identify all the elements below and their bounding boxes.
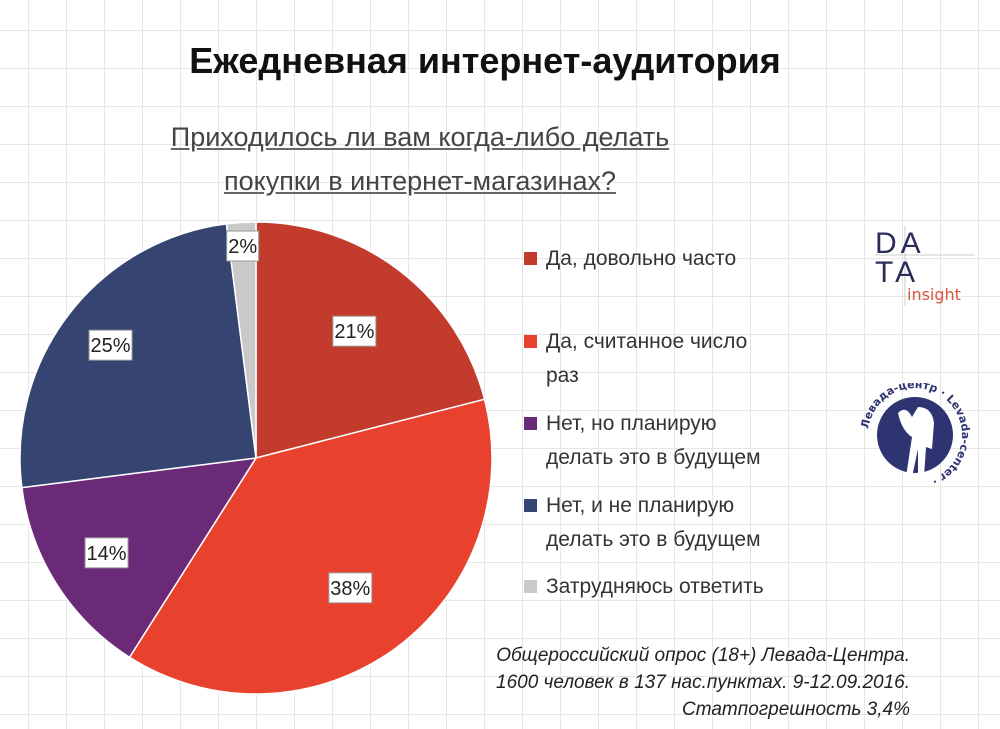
pie-slice-3 bbox=[21, 457, 258, 659]
svg-text:TA: TA bbox=[875, 256, 919, 289]
legend-swatch bbox=[524, 499, 537, 512]
subtitle-line-2: покупки в интернет-магазинах? bbox=[223, 166, 617, 196]
data-label-4: 25% bbox=[88, 329, 133, 361]
legend-label: Да, довольно часто bbox=[546, 247, 737, 270]
svg-text:38%: 38% bbox=[330, 578, 370, 600]
legend-label: делать это в будущем bbox=[546, 528, 761, 551]
data-label-1: 21% bbox=[332, 315, 377, 347]
chart-subtitle: Приходилось ли вам когда-либо делать пок… bbox=[120, 115, 720, 203]
svg-text:25%: 25% bbox=[91, 335, 131, 357]
svg-text:21%: 21% bbox=[334, 321, 374, 343]
legend-label: Нет, и не планирую bbox=[546, 494, 735, 517]
data-label-3: 14% bbox=[84, 537, 129, 569]
data-label-5: 2% bbox=[226, 230, 260, 262]
source-note: Общероссийский опрос (18+) Левада-Центра… bbox=[496, 642, 910, 723]
legend-label: Нет, но планирую bbox=[546, 412, 717, 435]
svg-text:2%: 2% bbox=[228, 236, 257, 258]
pie-slice-5 bbox=[225, 221, 257, 459]
data-label-2: 38% bbox=[328, 572, 373, 604]
subtitle-line-1: Приходилось ли вам когда-либо делать bbox=[170, 122, 670, 152]
pie-slice-4 bbox=[19, 223, 257, 489]
legend-swatch bbox=[524, 252, 537, 265]
legend-item-3: Нет, но планирую делать это в будущем bbox=[522, 407, 836, 475]
legend-item-4: Нет, и не планирую делать это в будущем bbox=[522, 489, 836, 557]
data-insight-logo: DA TA insight bbox=[875, 226, 975, 306]
legend-label: Да, считанное число bbox=[546, 330, 748, 353]
levada-center-logo: Левада-центр · Levada-center · bbox=[858, 383, 972, 488]
legend-item-1: Да, довольно часто bbox=[522, 242, 836, 276]
note-line-3: Статпогрешность 3,4% bbox=[682, 699, 910, 720]
pie-chart: 21% 38% 14% 25% 2% bbox=[19, 221, 493, 695]
legend-item-2: Да, считанное число раз bbox=[522, 325, 836, 393]
svg-text:14%: 14% bbox=[87, 543, 127, 565]
legend-label: раз bbox=[546, 364, 579, 387]
svg-text:DA: DA bbox=[875, 227, 925, 260]
legend-label: Затрудняюсь ответить bbox=[546, 575, 764, 598]
note-line-2: 1600 человек в 137 нас.пунктах. 9-12.09.… bbox=[496, 672, 910, 693]
legend-swatch bbox=[524, 580, 537, 593]
legend-swatch bbox=[524, 417, 537, 430]
note-line-1: Общероссийский опрос (18+) Левада-Центра… bbox=[496, 645, 910, 666]
legend-item-5: Затрудняюсь ответить bbox=[522, 570, 836, 604]
pie-slice-2 bbox=[128, 398, 493, 695]
svg-text:insight: insight bbox=[907, 285, 961, 304]
legend-swatch bbox=[524, 335, 537, 348]
legend-label: делать это в будущем bbox=[546, 446, 761, 469]
page-title: Ежедневная интернет-аудитория bbox=[189, 40, 781, 81]
